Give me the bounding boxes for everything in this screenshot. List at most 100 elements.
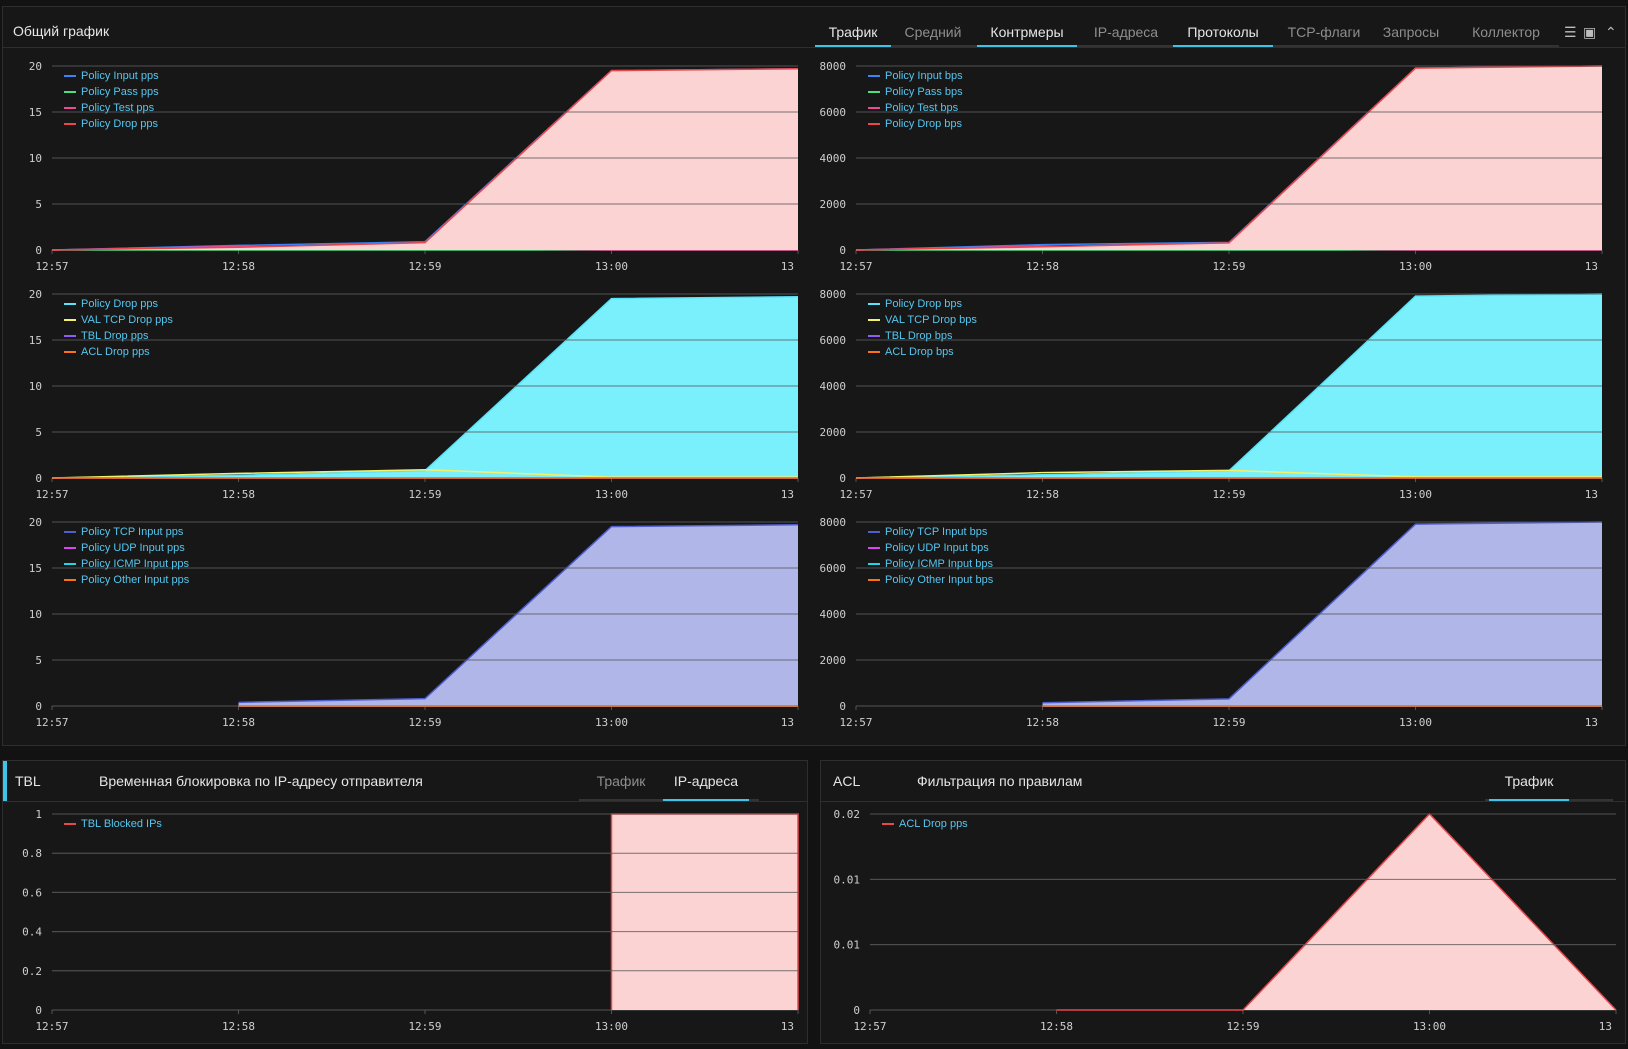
legend-item[interactable]: Policy Pass pps	[64, 84, 159, 100]
tab-traffic-underline	[815, 45, 891, 47]
x-tick-label: 12:57	[35, 716, 68, 729]
y-tick-label: 20	[29, 288, 42, 301]
x-tick-label: 12:57	[35, 260, 68, 273]
legend-item[interactable]: Policy Drop pps	[64, 116, 159, 132]
x-tick-label: 13	[781, 716, 794, 729]
chart-svg: 0 2000 4000 6000 8000 12:57 12:58 12:59 13:00 13	[820, 516, 1603, 729]
legend-item[interactable]: Policy Test pps	[64, 100, 159, 116]
legend-swatch	[64, 579, 76, 582]
legend-item[interactable]: Policy Test bps	[868, 100, 963, 116]
acl-tab-traffic[interactable]: Трафик	[1504, 773, 1554, 789]
legend-item[interactable]: Policy ICMP Input pps	[64, 556, 189, 572]
legend-swatch	[868, 531, 880, 534]
tab-collector[interactable]: Коллектор	[1472, 24, 1540, 40]
y-tick-label: 20	[29, 60, 42, 73]
legend-item[interactable]: ACL Drop pps	[64, 344, 173, 360]
legend-item[interactable]: VAL TCP Drop pps	[64, 312, 173, 328]
legend-swatch	[64, 351, 76, 354]
legend-item[interactable]: Policy Pass bps	[868, 84, 963, 100]
x-tick-label: 12:58	[222, 488, 255, 501]
legend-label: ACL Drop pps	[899, 818, 968, 830]
y-tick-label: 6000	[820, 106, 847, 119]
legend-item[interactable]: Policy Drop bps	[868, 116, 963, 132]
legend-item[interactable]: Policy ICMP Input bps	[868, 556, 993, 572]
chart-svg: 0 5 10 15 20 12:57 12:58 12:59 13:00 13	[29, 60, 799, 273]
x-tick-label: 13:00	[595, 716, 628, 729]
legend-item[interactable]: ACL Drop pps	[882, 816, 968, 832]
chevron-up-icon[interactable]: ⌃	[1605, 24, 1617, 40]
legend-label: Policy Drop pps	[81, 298, 159, 310]
legend-label: Policy Input bps	[885, 70, 963, 82]
legend-item[interactable]: TBL Drop bps	[868, 328, 977, 344]
x-tick-label: 12:57	[839, 716, 872, 729]
legend-item[interactable]: TBL Drop pps	[64, 328, 173, 344]
chart-drop-bps: 0 2000 4000 6000 8000 12:57 12:58 12:59 13:00 13 P…	[806, 286, 1612, 506]
tbl-tab-traffic[interactable]: Трафик	[596, 773, 646, 789]
legend-swatch	[868, 319, 880, 322]
x-tick-label: 13	[1585, 260, 1598, 273]
window-icon[interactable]: ▣	[1583, 24, 1597, 40]
legend-label: VAL TCP Drop bps	[885, 314, 977, 326]
legend-item[interactable]: Policy Drop bps	[868, 296, 977, 312]
y-tick-label: 2000	[820, 426, 847, 439]
x-tick-label: 12:57	[35, 488, 68, 501]
legend-item[interactable]: VAL TCP Drop bps	[868, 312, 977, 328]
page-title: Общий график	[13, 23, 110, 39]
legend-label: Policy Other Input pps	[81, 574, 190, 586]
legend-swatch	[64, 547, 76, 550]
tab-requests[interactable]: Запросы	[1382, 24, 1440, 40]
tab-traffic[interactable]: Трафик	[828, 24, 878, 40]
tbl-accent	[3, 761, 7, 801]
tab-countermeasures-underline	[977, 45, 1077, 47]
legend-item[interactable]: Policy TCP Input pps	[64, 524, 189, 540]
legend-item[interactable]: ACL Drop bps	[868, 344, 977, 360]
x-tick-label: 13:00	[595, 488, 628, 501]
x-tick-label: 12:57	[35, 1020, 68, 1033]
legend-item[interactable]: Policy Other Input pps	[64, 572, 189, 588]
chart-svg: 0 2000 4000 6000 8000 12:57 12:58 12:59 13:00 13	[820, 288, 1603, 501]
tab-tcp-flags[interactable]: TCP-флаги	[1287, 24, 1361, 40]
legend-label: TBL Drop bps	[885, 330, 953, 342]
tab-protocols[interactable]: Протоколы	[1187, 24, 1259, 40]
y-tick-label: 2000	[820, 198, 847, 211]
tbl-tab-ip-addresses[interactable]: IP-адреса	[673, 773, 739, 789]
y-tick-label: 0	[35, 1004, 42, 1017]
legend-item[interactable]: Policy Drop pps	[64, 296, 173, 312]
y-tick-label: 0	[853, 1004, 860, 1017]
legend-item[interactable]: Policy UDP Input pps	[64, 540, 189, 556]
tbl-title: Временная блокировка по IP-адресу отправ…	[99, 773, 423, 789]
y-tick-label: 10	[29, 152, 42, 165]
list-icon[interactable]: ☰	[1564, 24, 1577, 40]
chart-tbl-blocked: 0 0.2 0.4 0.6 0.8 1 12:57 12:58 12:59 13:00 13 TBL …	[2, 806, 808, 1038]
y-tick-label: 4000	[820, 152, 847, 165]
tab-ip-addresses[interactable]: IP-адреса	[1093, 24, 1159, 40]
legend-item[interactable]: TBL Blocked IPs	[64, 816, 162, 832]
tab-protocols-underline	[1173, 45, 1273, 47]
legend-item[interactable]: Policy UDP Input bps	[868, 540, 993, 556]
x-tick-label: 12:57	[839, 260, 872, 273]
y-tick-label: 15	[29, 562, 42, 575]
series-line	[1056, 812, 1617, 1011]
y-tick-label: 0.01	[834, 873, 861, 886]
legend-item[interactable]: Policy TCP Input bps	[868, 524, 993, 540]
legend-swatch	[64, 319, 76, 322]
tab-average[interactable]: Средний	[904, 24, 962, 40]
chart-drop-pps: 0 5 10 15 20 12:57 12:58 12:59 13:00 13 Policy Dro…	[2, 286, 808, 506]
y-tick-label: 15	[29, 334, 42, 347]
y-tick-label: 8000	[820, 516, 847, 529]
legend-item[interactable]: Policy Other Input bps	[868, 572, 993, 588]
x-tick-label: 12:57	[839, 488, 872, 501]
x-tick-label: 12:59	[408, 260, 441, 273]
series-area	[611, 814, 798, 1010]
tab-countermeasures[interactable]: Контрмеры	[990, 24, 1064, 40]
chart-svg: 0 5 10 15 20 12:57 12:58 12:59 13:00 13	[29, 516, 799, 729]
legend-item[interactable]: Policy Input pps	[64, 68, 159, 84]
chart-policy-pps: 0 5 10 15 20 12:57 12:58 12:59 13:00 13 Policy Inp…	[2, 58, 808, 278]
legend-item[interactable]: Policy Input bps	[868, 68, 963, 84]
legend-swatch	[64, 563, 76, 566]
x-tick-label: 13:00	[1413, 1020, 1446, 1033]
tbl-tab-underline	[663, 799, 749, 801]
legend-swatch	[868, 351, 880, 354]
y-tick-label: 0	[35, 472, 42, 485]
y-tick-label: 0.6	[22, 886, 42, 899]
